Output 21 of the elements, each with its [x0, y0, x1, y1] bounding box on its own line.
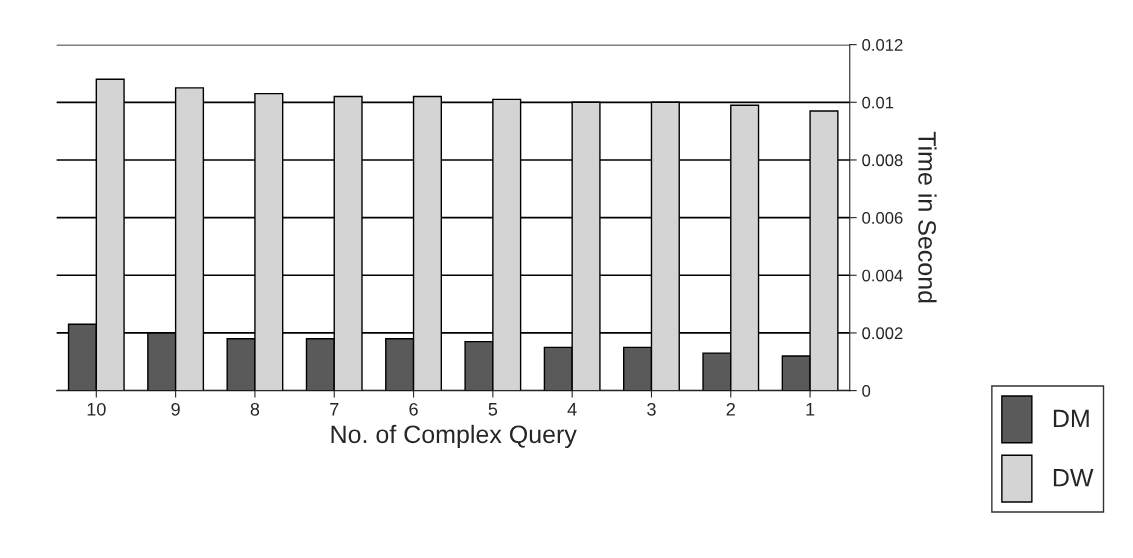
y-tick-label: 0 — [862, 385, 871, 397]
legend-label: DW — [1053, 469, 1094, 487]
x-tick-label: 8 — [250, 402, 260, 416]
x-tick-label: 1 — [806, 403, 815, 416]
y-tick-label: 0.008 — [862, 154, 903, 167]
x-tick-label: 3 — [647, 402, 656, 416]
x-tick-label: 6 — [409, 402, 418, 416]
y-tick-label: 0.004 — [862, 269, 903, 282]
x-tick-label: 2 — [726, 402, 735, 416]
x-tick-label: 4 — [567, 403, 577, 416]
y-tick-label: 0.002 — [862, 327, 903, 340]
x-tick-label: 5 — [488, 403, 498, 416]
x-tick-label: 9 — [171, 402, 180, 416]
legend-label: DM — [1053, 409, 1089, 428]
y-tick-label: 0.006 — [862, 212, 903, 224]
y-axis-title: Time in Second — [918, 131, 937, 303]
x-tick-label: 7 — [330, 403, 339, 416]
y-tick-label: 0.012 — [862, 39, 903, 51]
y-tick-label: 0.01 — [862, 96, 894, 109]
x-axis-title: No. of Complex Query — [331, 424, 577, 449]
x-tick-label: 10 — [87, 402, 106, 416]
